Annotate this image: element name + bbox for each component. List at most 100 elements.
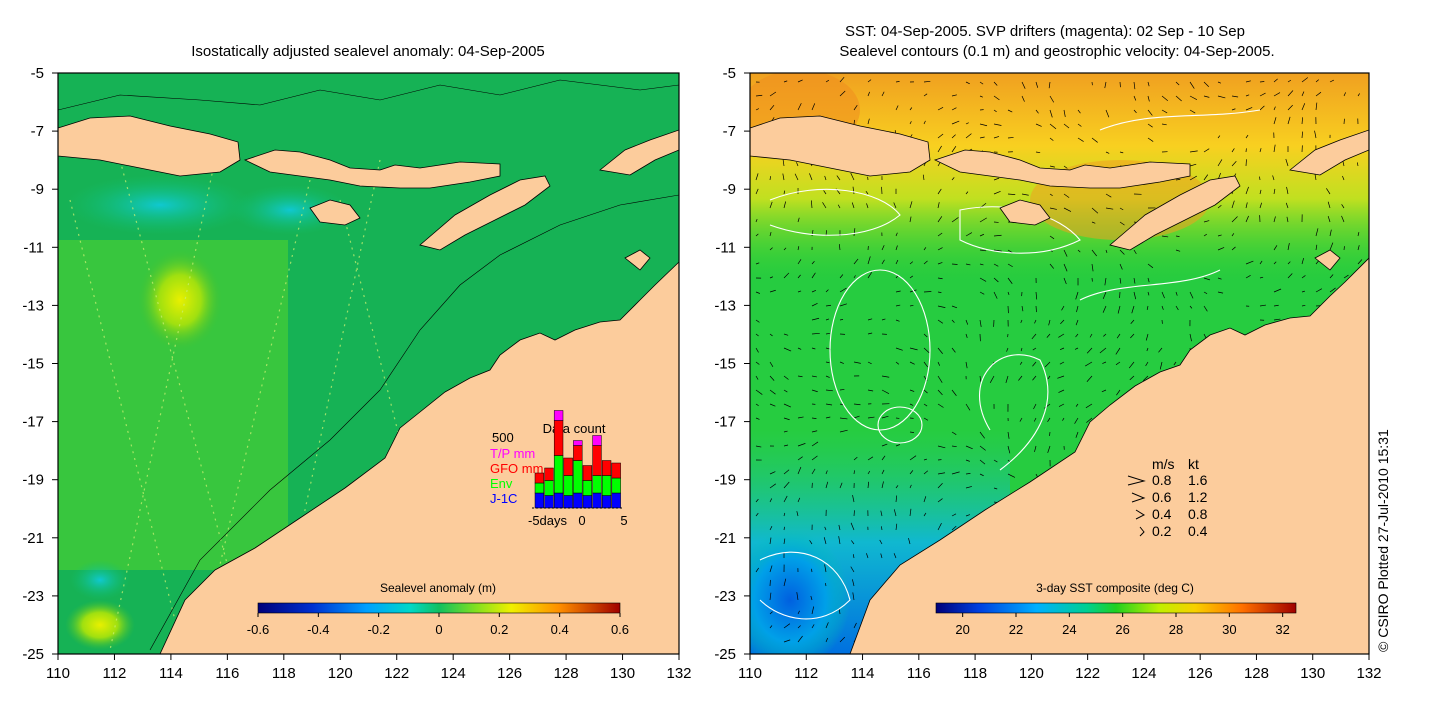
left-lon-tick-label: 116 [215,665,239,682]
right-lat-tick-label: -25 [714,646,736,663]
data-count-bar-segment [535,483,544,493]
right-lon-tick-label: 128 [1244,665,1269,682]
right-lat-tick-label: -5 [723,65,736,82]
data-count-bar-segment [593,446,602,476]
data-count-bar-segment [593,476,602,494]
sst-colorbar-tick-label: 20 [955,622,969,637]
data-count-bar-segment [573,461,582,494]
data-count-bar-segment [554,493,563,508]
left-lat-tick-label: -5 [31,65,44,82]
velocity-legend-kt: 1.6 [1188,472,1208,488]
left-lon-tick-label: 126 [497,665,522,682]
right-lon-tick-label: 130 [1300,665,1325,682]
data-count-bar-segment [612,463,621,478]
left-panel-title: Isostatically adjusted sealevel anomaly:… [191,43,545,60]
sla-high-anomaly [138,250,222,350]
right-lon-tick-label: 110 [738,665,762,682]
data-count-bar-segment [593,436,602,446]
right-lat-tick-label: -13 [714,297,736,314]
left-lat-tick-label: -21 [22,530,44,547]
sla-colorbar-tick-label: 0.4 [551,622,569,637]
left-lon-tick-label: 114 [159,665,183,682]
sst-colorbar-tick-label: 28 [1169,622,1183,637]
data-count-bar-segment [554,456,563,494]
velocity-legend-ms: 0.6 [1152,489,1172,505]
left-lat-tick-label: -15 [22,356,44,373]
velocity-legend-ms-header: m/s [1152,456,1175,472]
sst-colorbar-tick-label: 22 [1009,622,1023,637]
velocity-vector [1036,306,1037,312]
right-lon-tick-label: 118 [963,665,987,682]
left-map-panel: Isostatically adjusted sealevel anomaly:… [22,43,691,682]
sst-cold-patch [730,530,850,670]
data-count-bar-segment [583,466,592,481]
right-lon-tick-label: 116 [907,665,931,682]
sst-colorbar-tick-label: 32 [1275,622,1289,637]
data-count-bar-segment [573,441,582,446]
velocity-legend-kt: 0.4 [1188,523,1208,539]
data-count-max: 500 [492,430,514,445]
right-lat-tick-label: -19 [714,472,736,489]
data-count-bar-segment [602,476,611,496]
right-lat-tick-label: -15 [714,356,736,373]
sla-low-anomaly-3 [70,560,130,600]
data-count-xlabel: -5days [528,513,568,528]
right-lat-tick-label: -11 [715,239,736,256]
right-map-area [730,70,1369,670]
right-lon-tick-label: 124 [1131,665,1156,682]
velocity-legend-ms: 0.4 [1152,506,1172,522]
left-lon-tick-label: 120 [328,665,353,682]
left-lon-tick-label: 118 [272,665,296,682]
velocity-legend-kt-header: kt [1188,456,1199,472]
data-count-bar-segment [554,411,563,421]
right-lon-tick-label: 112 [794,665,818,682]
velocity-legend-ms: 0.2 [1152,523,1172,539]
left-lon-tick-label: 124 [441,665,466,682]
data-count-bar-segment [564,476,573,496]
sla-low-anomaly [65,175,255,235]
left-lat-tick-label: -25 [22,646,44,663]
left-lat-tick-label: -9 [31,181,44,198]
left-lon-tick-label: 128 [554,665,579,682]
right-lat-tick-label: -21 [714,530,736,547]
right-lat-tick-label: -23 [714,588,736,605]
left-lon-tick-label: 112 [102,665,126,682]
data-count-legend-item: T/P mm [490,446,535,461]
sst-colorbar-tick-label: 24 [1062,622,1076,637]
data-count-legend-item: Env [490,476,513,491]
data-count-bar-segment [573,446,582,461]
right-panel-title-line1: SST: 04-Sep-2005. SVP drifters (magenta)… [845,23,1245,40]
data-count-xlabel: 5 [620,513,627,528]
velocity-legend-kt: 0.8 [1188,506,1208,522]
right-lat-tick-label: -7 [723,123,736,140]
sla-colorbar-tick-label: 0.2 [490,622,508,637]
left-lon-tick-label: 110 [46,665,70,682]
data-count-bar-segment [593,493,602,508]
data-count-bar-segment [602,461,611,476]
velocity-legend-kt: 1.2 [1188,489,1208,505]
velocity-legend-ms: 0.8 [1152,472,1172,488]
data-count-xlabel: 0 [578,513,585,528]
sst-colorbar-label: 3-day SST composite (deg C) [1036,581,1194,595]
left-lon-tick-label: 130 [610,665,635,682]
data-count-legend-item: J-1C [490,491,517,506]
data-count-bar-segment [573,493,582,508]
data-count-bar-segment [564,458,573,476]
left-lat-tick-label: -17 [22,414,44,431]
data-count-bar-segment [554,421,563,456]
data-count-bar-segment [545,496,554,509]
sst-colorbar-tick-label: 30 [1222,622,1236,637]
right-lon-tick-label: 114 [851,665,875,682]
sst-colorbar-ramp [936,603,1296,613]
data-count-bar-segment [535,473,544,483]
data-count-bar-segment [535,493,544,508]
data-count-bar-segment [583,481,592,496]
sst-colorbar-tick-label: 26 [1115,622,1129,637]
data-count-title: Data count [543,421,606,436]
right-lon-tick-label: 122 [1075,665,1100,682]
data-count-bar-segment [564,496,573,509]
left-lon-tick-label: 132 [666,665,691,682]
left-lon-tick-label: 122 [384,665,409,682]
right-lon-tick-label: 120 [1019,665,1044,682]
